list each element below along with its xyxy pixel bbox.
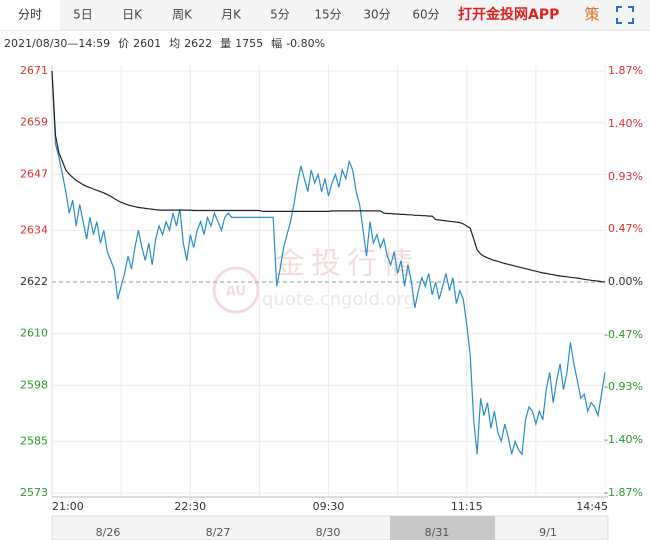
x-tick-label: 22:30 — [174, 500, 206, 513]
info-label: 价 — [118, 37, 129, 50]
info-label: 均 — [169, 37, 180, 50]
y-tick-label: 2610 — [20, 327, 48, 340]
navigator — [51, 515, 609, 540]
watermark: AU 金投行情 quote.cngold.org — [212, 247, 415, 314]
series-line — [51, 70, 606, 456]
y-tick-label: 2585 — [20, 434, 48, 447]
y2-tick-label: 1.40% — [608, 117, 643, 130]
tab[interactable]: 周K — [172, 8, 193, 22]
y2-tick-label: -1.87% — [604, 486, 643, 499]
y2-tick-label: -1.40% — [604, 433, 643, 446]
tab[interactable]: 分时 — [18, 8, 42, 22]
watermark-badge: AU — [226, 285, 246, 300]
fullscreen-glyph — [616, 6, 634, 24]
fullscreen-icon[interactable] — [616, 6, 634, 24]
info-value: 1755 — [235, 37, 263, 50]
info-datetime: 2021/08/30—14:59 — [4, 37, 110, 50]
info-label: 幅 — [271, 37, 282, 50]
navigator-window[interactable] — [390, 516, 495, 540]
navigator-date: 9/1 — [539, 526, 557, 539]
x-tick-label: 21:00 — [52, 500, 84, 513]
y2-tick-label: 0.93% — [608, 170, 643, 183]
y-tick-label: 2573 — [20, 486, 48, 499]
y-tick-label: 2622 — [20, 275, 48, 288]
y-tick-label: 2647 — [20, 167, 48, 180]
x-tick-label: 11:15 — [451, 500, 483, 513]
y-tick-label: 2671 — [20, 64, 48, 77]
tab[interactable]: 5分 — [270, 8, 290, 22]
y2-tick-label: -0.47% — [604, 328, 643, 341]
tab[interactable]: 日K — [122, 8, 143, 22]
app-link[interactable]: 打开金投网APP — [458, 6, 559, 23]
y2-tick-label: 0.00% — [608, 275, 643, 288]
y2-tick-label: 1.87% — [608, 64, 643, 77]
navigator-bg — [51, 515, 609, 540]
y-tick-label: 2598 — [20, 378, 48, 391]
navigator-date: 8/26 — [96, 526, 121, 539]
navigator-date: 8/30 — [316, 526, 341, 539]
tab-bar — [0, 0, 650, 31]
watermark-logo — [212, 266, 260, 314]
x-tick-label: 14:45 — [576, 500, 608, 513]
tab[interactable]: 5日 — [73, 8, 93, 22]
info-line: 2021/08/30—14:59 价 2601 均 2622 量 1755 幅 -0.80% — [4, 37, 325, 50]
y-tick-label: 2659 — [20, 116, 48, 129]
y2-tick-label: -0.93% — [604, 380, 643, 393]
tab[interactable]: 60分 — [412, 8, 439, 22]
tab-bar-bg — [0, 0, 650, 30]
y-tick-label: 2634 — [20, 223, 48, 236]
info-label: 量 — [220, 37, 231, 50]
watermark-url: quote.cngold.org — [262, 289, 415, 310]
y2-tick-label: 0.47% — [608, 222, 643, 235]
info-value: -0.80% — [286, 37, 325, 50]
navigator-date: 8/27 — [206, 526, 231, 539]
x-tick-label: 09:30 — [313, 500, 345, 513]
tab[interactable]: 15分 — [314, 8, 341, 22]
navigator-date: 8/31 — [425, 526, 450, 539]
active-tab-bg — [0, 0, 60, 30]
tab[interactable]: 月K — [221, 8, 242, 22]
series-line — [51, 70, 606, 283]
tab[interactable]: 30分 — [363, 8, 390, 22]
info-value: 2622 — [184, 37, 212, 50]
strategy-icon[interactable]: 策 — [584, 6, 599, 24]
info-value: 2601 — [133, 37, 161, 50]
